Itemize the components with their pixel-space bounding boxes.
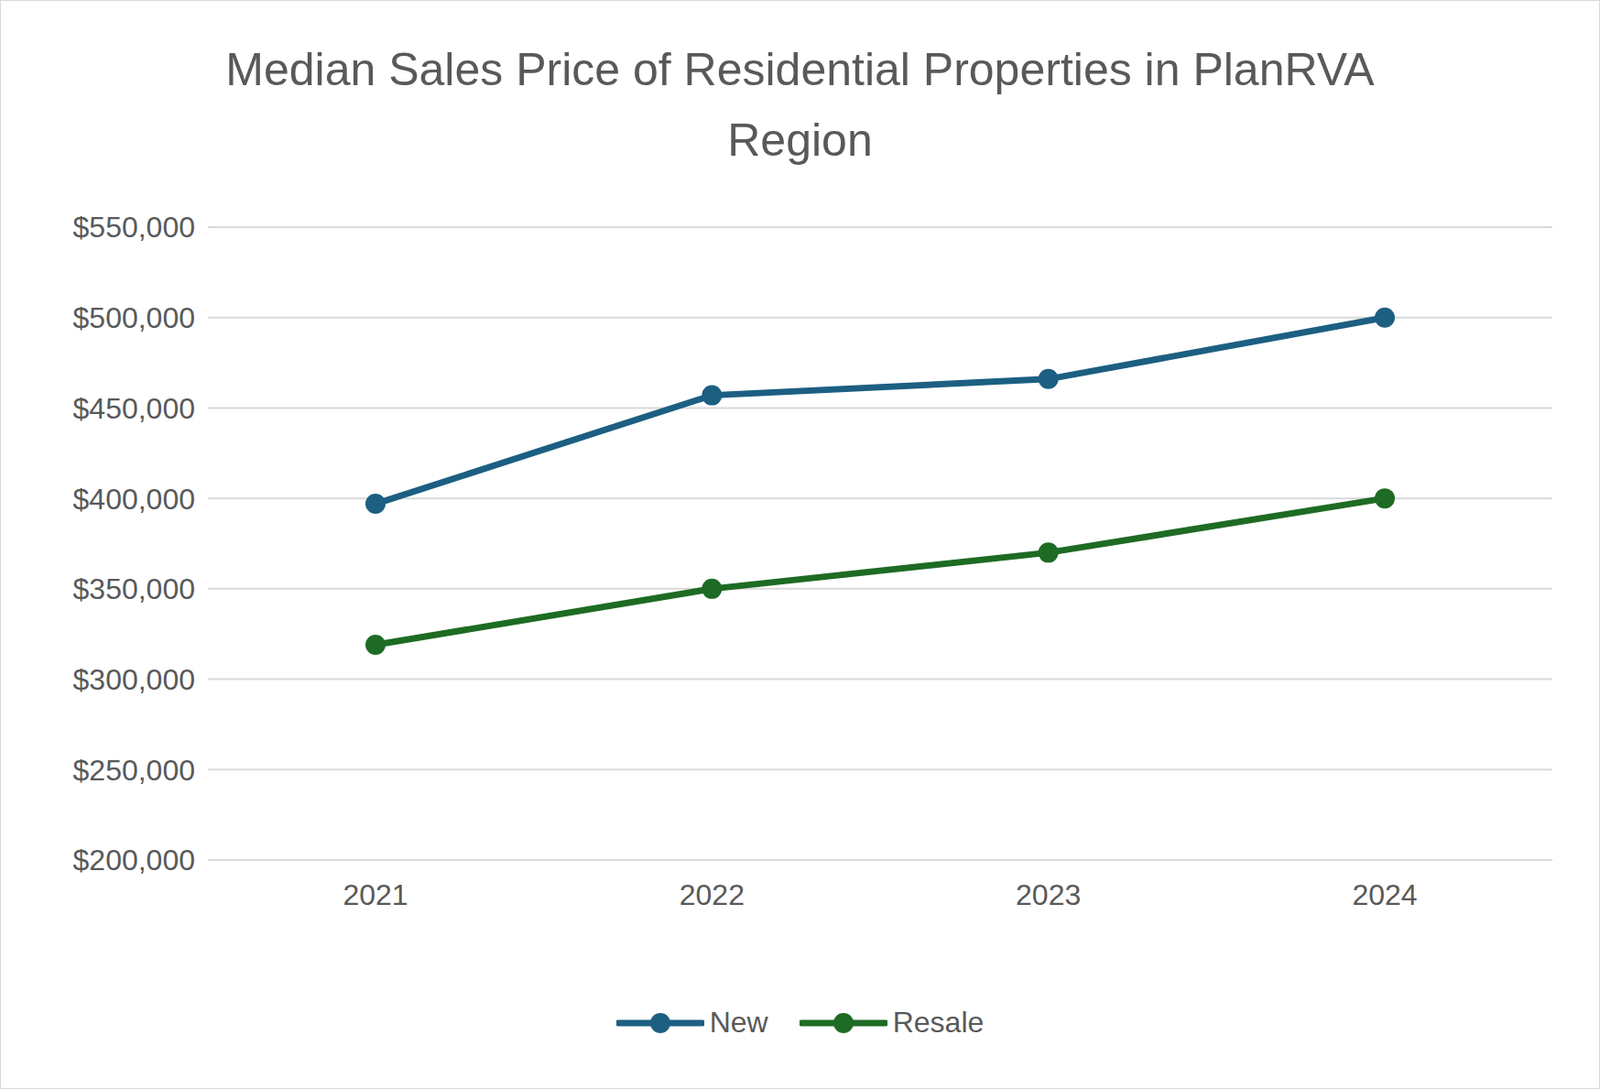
svg-text:2022: 2022 [679, 878, 745, 912]
html-text:Resale: Resale [892, 1005, 984, 1039]
svg-text:$500,000: $500,000 [73, 301, 196, 335]
svg-text:$300,000: $300,000 [73, 663, 196, 697]
html-text:New: New [709, 1005, 769, 1039]
svg-text:2024: 2024 [1351, 878, 1417, 912]
svg-text:$450,000: $450,000 [73, 391, 196, 425]
svg-text:2021: 2021 [342, 878, 408, 912]
svg-text:$350,000: $350,000 [73, 572, 196, 606]
html-text:Median Sales Price of Resident: Median Sales Price of Residential Proper… [225, 43, 1375, 166]
svg-text:$250,000: $250,000 [73, 753, 196, 787]
svg-text:2023: 2023 [1015, 878, 1081, 912]
svg-text:$200,000: $200,000 [73, 843, 196, 877]
svg-text:$550,000: $550,000 [73, 210, 196, 244]
svg-text:$400,000: $400,000 [73, 482, 196, 516]
